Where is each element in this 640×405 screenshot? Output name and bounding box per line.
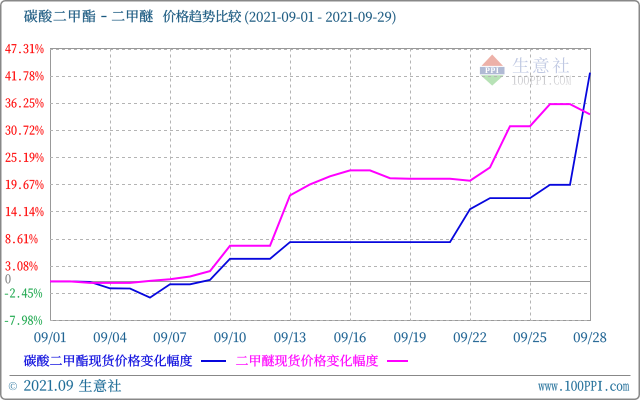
svg-text:PPI: PPI	[485, 66, 499, 75]
